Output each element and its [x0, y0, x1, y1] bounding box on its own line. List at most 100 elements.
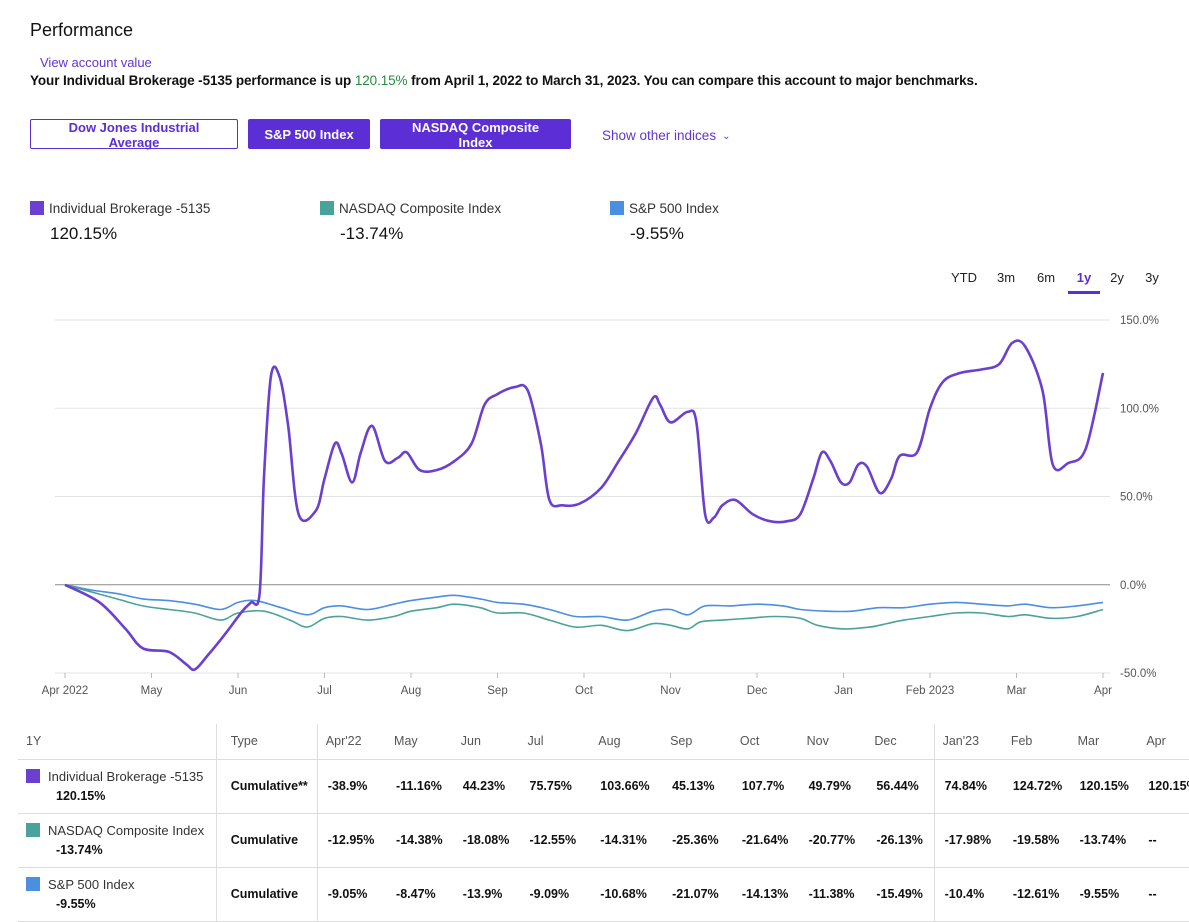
month-value: -11.16%	[386, 759, 453, 814]
month-header: Sep	[662, 724, 732, 760]
table-header-row: 1Y Type Apr'22 May Jun Jul Aug Sep Oct N…	[18, 724, 1189, 760]
month-value: --	[1138, 813, 1189, 868]
row-account-cell: S&P 500 Index -9.55%	[18, 867, 217, 922]
dow-jones-button[interactable]: Dow Jones Industrial Average	[30, 119, 238, 150]
month-value: -9.55%	[1069, 867, 1139, 922]
month-value: -21.64%	[731, 813, 799, 868]
table-row: NASDAQ Composite Index -13.74% Cumulative…	[18, 813, 1189, 868]
legend-nasdaq: NASDAQ Composite Index -13.74%	[320, 200, 501, 244]
series-line-brokerage	[64, 339, 1105, 672]
month-header: Dec	[866, 724, 935, 760]
range-6m[interactable]: 6m	[1036, 270, 1056, 285]
x-tick-label: Aug	[401, 685, 421, 697]
row-swatch	[26, 768, 40, 783]
month-value: -9.05%	[316, 867, 387, 922]
month-value: -8.47%	[386, 867, 453, 922]
summary-suffix: from April 1, 2022 to March 31, 2023. Yo…	[407, 73, 978, 88]
show-other-indices-dropdown[interactable]: Show other indices ⌄	[602, 128, 730, 143]
month-value: -15.49%	[866, 867, 935, 922]
row-name: NASDAQ Composite Index	[48, 822, 205, 838]
month-value: -17.98%	[933, 813, 1003, 868]
legend-brokerage-value: 120.15%	[50, 224, 118, 243]
month-value: 75.75%	[519, 759, 591, 814]
range-2y[interactable]: 2y	[1110, 270, 1124, 285]
legend-nasdaq-name: NASDAQ Composite Index	[339, 201, 502, 216]
month-value: --	[1138, 867, 1189, 922]
month-value: 56.44%	[866, 759, 935, 814]
month-header: Apr'22	[316, 724, 387, 760]
table-row: Individual Brokerage -5135 120.15% Cumula…	[18, 759, 1189, 814]
month-value: 74.84%	[933, 759, 1003, 814]
month-header: Feb	[1002, 724, 1070, 760]
month-value: -10.68%	[590, 867, 663, 922]
month-header: Jul	[519, 724, 591, 760]
range-ytd[interactable]: YTD	[951, 270, 977, 285]
month-header: Aug	[590, 724, 663, 760]
period-header: 1Y	[18, 724, 217, 760]
month-value: -38.9%	[316, 759, 387, 814]
month-value: -13.74%	[1069, 813, 1139, 868]
x-tick-label: May	[141, 685, 163, 697]
month-value: -19.58%	[1002, 813, 1070, 868]
month-header: Jan'23	[933, 724, 1003, 760]
x-tick-label: Dec	[747, 685, 768, 697]
month-header: Apr	[1138, 724, 1189, 760]
series-line-sp500	[64, 584, 1104, 621]
x-tick-label: Jan	[834, 685, 853, 697]
month-value: 120.15%	[1069, 759, 1139, 814]
month-header: May	[386, 724, 453, 760]
month-value: -18.08%	[452, 813, 520, 868]
month-value: 45.13%	[662, 759, 732, 814]
y-tick-label: 0.0%	[1120, 580, 1146, 592]
month-value: 103.66%	[590, 759, 663, 814]
row-pct: -13.74%	[56, 842, 103, 857]
brokerage-swatch	[30, 201, 44, 215]
month-value: -14.38%	[386, 813, 453, 868]
performance-chart: 150.0% 100.0% 50.0% 0.0% -50.0% Apr 2022 May Ju…	[42, 315, 1159, 697]
x-tick-label: Jul	[317, 685, 332, 697]
x-tick-label: Mar	[1007, 685, 1027, 697]
legend-sp500-name: S&P 500 Index	[629, 201, 719, 216]
range-3m[interactable]: 3m	[996, 270, 1016, 285]
month-value: 49.79%	[798, 759, 867, 814]
x-tick-label: Feb 2023	[906, 685, 955, 697]
month-value: -20.77%	[798, 813, 867, 868]
y-tick-label: -50.0%	[1120, 668, 1156, 680]
chevron-down-icon: ⌄	[722, 131, 731, 142]
x-tick-label: Apr	[1094, 685, 1112, 697]
month-header: Oct	[731, 724, 799, 760]
row-name: Individual Brokerage -5135	[48, 768, 204, 784]
table-row: S&P 500 Index -9.55% Cumulative -9.05% -8…	[18, 867, 1189, 922]
nasdaq-button[interactable]: NASDAQ Composite Index	[380, 119, 571, 150]
row-pct: 120.15%	[56, 788, 106, 803]
x-tick-label: Oct	[575, 685, 594, 697]
month-value: -13.9%	[452, 867, 520, 922]
month-header: Mar	[1069, 724, 1139, 760]
month-value: 124.72%	[1002, 759, 1070, 814]
sp500-button[interactable]: S&P 500 Index	[248, 119, 370, 149]
legend-sp500-value: -9.55%	[630, 224, 684, 243]
y-tick-label: 100.0%	[1120, 403, 1159, 415]
row-swatch	[26, 822, 40, 837]
legend-sp500: S&P 500 Index -9.55%	[610, 200, 719, 244]
range-3y[interactable]: 3y	[1145, 270, 1159, 285]
view-account-value-link[interactable]: View account value	[40, 55, 152, 70]
row-pct: -9.55%	[56, 896, 96, 911]
range-1y[interactable]: 1y	[1076, 270, 1092, 285]
month-value: -10.4%	[933, 867, 1003, 922]
month-value: 120.15%	[1138, 759, 1189, 814]
month-value: -14.13%	[731, 867, 799, 922]
x-tick-label: Jun	[229, 685, 248, 697]
month-value: -11.38%	[798, 867, 867, 922]
range-active-underline	[1068, 291, 1100, 294]
row-type: Cumulative	[215, 813, 318, 868]
month-header: Nov	[798, 724, 867, 760]
nasdaq-swatch	[320, 201, 334, 215]
performance-summary: Your Individual Brokerage -5135 performa…	[30, 73, 978, 88]
legend-nasdaq-value: -13.74%	[340, 224, 404, 243]
month-value: -25.36%	[662, 813, 732, 868]
month-value: -9.09%	[519, 867, 591, 922]
month-value: -12.95%	[316, 813, 387, 868]
summary-percent: 120.15%	[354, 73, 408, 88]
month-header: Jun	[452, 724, 520, 760]
